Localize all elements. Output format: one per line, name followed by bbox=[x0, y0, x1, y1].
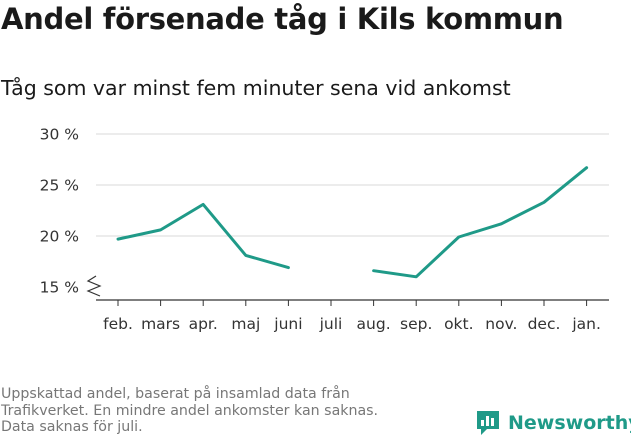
series-line bbox=[372, 166, 589, 279]
y-tick-label: 15 % bbox=[40, 279, 79, 297]
x-tick-label: apr. bbox=[189, 315, 218, 333]
y-axis-ticks: 15 % 20 % 25 % 30 % bbox=[40, 126, 102, 297]
x-tick-label: jan. bbox=[571, 315, 601, 333]
footnote-line: Data saknas för juli. bbox=[1, 419, 143, 435]
footnote-line: Trafikverket. En mindre andel ankomster … bbox=[1, 402, 379, 419]
x-tick-label: nov. bbox=[485, 315, 517, 333]
x-tick-label: juni bbox=[273, 315, 302, 333]
gridlines bbox=[96, 133, 609, 237]
newsworthy-logo-icon bbox=[477, 411, 499, 435]
x-tick-label: feb. bbox=[103, 315, 133, 333]
x-tick-label: maj bbox=[231, 315, 260, 333]
x-tick-label: dec. bbox=[528, 315, 561, 333]
brand-logo: Newsworthy bbox=[475, 408, 631, 438]
x-tick-label: okt. bbox=[444, 315, 473, 333]
brand-name: Newsworthy bbox=[508, 412, 631, 434]
y-tick-label: 25 % bbox=[40, 177, 79, 195]
x-tick-label: aug. bbox=[357, 315, 391, 333]
y-tick-label: 30 % bbox=[40, 126, 79, 144]
y-tick-label: 20 % bbox=[40, 228, 79, 246]
footnote: Uppskattad andel, baserat på insamlad da… bbox=[1, 386, 378, 436]
x-tick-label: sep. bbox=[400, 315, 432, 333]
series-lines bbox=[116, 166, 589, 279]
footnote-line: Uppskattad andel, baserat på insamlad da… bbox=[1, 386, 350, 402]
x-axis-ticks: feb. mars apr. maj juni juli aug. sep. okt. nov. d… bbox=[103, 300, 601, 333]
x-tick-label: juli bbox=[319, 315, 343, 333]
chart-title: Andel försenade tåg i Kils kommun bbox=[1, 2, 564, 36]
x-tick-label: mars bbox=[141, 315, 180, 333]
axis-break-marker bbox=[86, 275, 102, 297]
chart-subtitle: Tåg som var minst fem minuter sena vid a… bbox=[1, 76, 511, 100]
series-line bbox=[116, 202, 290, 270]
